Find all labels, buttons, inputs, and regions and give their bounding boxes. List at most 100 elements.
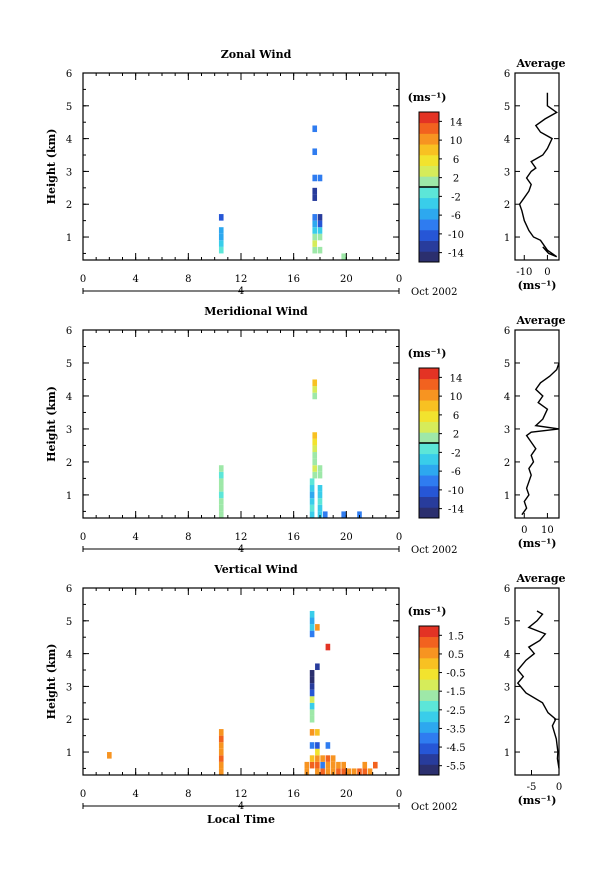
heatmap-cell xyxy=(317,498,323,505)
heatmap-cell xyxy=(325,755,331,762)
heatmap-cell xyxy=(341,768,347,775)
heatmap-cell xyxy=(309,498,315,505)
colorbar-tick-label: -5.5 xyxy=(446,762,465,773)
average-title: Average xyxy=(515,57,565,70)
heatmap-cell xyxy=(330,755,336,762)
heatmap-cell xyxy=(336,768,341,775)
colorbar-tick-label: 0.5 xyxy=(448,650,464,661)
colorbar-tick-label: 10 xyxy=(450,392,463,403)
heatmap-cell xyxy=(312,227,318,234)
heatmap-cell xyxy=(312,386,318,393)
heatmap-cell xyxy=(309,702,315,710)
heatmap-cell xyxy=(309,696,315,703)
colorbar-tick-label: -14 xyxy=(448,505,464,516)
colorbar-segment xyxy=(419,647,439,659)
heatmap-cell xyxy=(312,438,318,446)
heatmap-cell xyxy=(312,148,318,156)
heatmap-cell xyxy=(309,617,315,625)
y-tick-label: 4 xyxy=(66,650,72,661)
average-x-label: (ms⁻¹) xyxy=(518,537,557,550)
colorbar-segment xyxy=(419,251,439,263)
colorbar-tick-label: -2 xyxy=(451,192,461,203)
colorbar-segment xyxy=(419,208,439,220)
heatmap-cell xyxy=(309,755,315,762)
y-tick-label: 5 xyxy=(66,359,72,370)
heatmap-cell xyxy=(317,491,323,499)
colorbar-tick-label: 10 xyxy=(450,136,463,147)
heatmap-cell xyxy=(341,761,347,769)
average-profile-line xyxy=(518,92,559,258)
heatmap-cell xyxy=(315,729,320,736)
colorbar-segment xyxy=(419,229,439,241)
heatmap-cell xyxy=(320,761,325,769)
heatmap-cell xyxy=(312,125,318,133)
heatmap-cell xyxy=(315,742,320,749)
colorbar-segment xyxy=(419,197,439,209)
heatmap-cell xyxy=(315,761,320,769)
colorbar-tick-label: -2 xyxy=(451,448,461,459)
heatmap-cell xyxy=(315,748,320,756)
colorbar-segment xyxy=(419,122,439,134)
heatmap-cell xyxy=(320,755,325,762)
heatmap-cell xyxy=(218,233,224,241)
y-tick-label: 5 xyxy=(66,102,72,113)
x-tick-label: 0 xyxy=(80,532,86,543)
heatmap-cell xyxy=(304,761,310,769)
x-tick-label: 20 xyxy=(340,532,353,543)
date-day-label: 4 xyxy=(238,544,244,555)
colorbar-tick-label: 6 xyxy=(453,155,459,166)
heatmap-cell xyxy=(218,742,224,749)
average-title: Average xyxy=(515,572,565,585)
heatmap-cell xyxy=(315,755,320,762)
colorbar-segment xyxy=(419,626,439,638)
average-y-tick-label: 6 xyxy=(504,326,510,337)
colorbar-tick-label: -10 xyxy=(448,486,464,497)
x-tick-label: 4 xyxy=(132,274,138,285)
average-x-tick-label: -5 xyxy=(527,782,537,793)
y-axis-label: Height (km) xyxy=(45,129,58,205)
colorbar-segment xyxy=(419,378,439,390)
date-suffix-label: Oct 2002 xyxy=(411,802,457,813)
heatmap-cell xyxy=(317,471,323,479)
colorbar-tick-label: -6 xyxy=(451,211,461,222)
plot-frame xyxy=(82,72,400,261)
heatmap-cell xyxy=(325,643,331,651)
average-y-tick-label: 2 xyxy=(504,458,510,469)
colorbar-segment xyxy=(419,368,439,380)
heatmap-cell xyxy=(218,485,224,492)
average-frame xyxy=(514,329,560,519)
y-axis-label: Height (km) xyxy=(45,386,58,462)
heatmap-cell xyxy=(309,683,315,690)
colorbar-segment xyxy=(419,400,439,412)
average-y-tick-label: 2 xyxy=(504,200,510,211)
average-y-tick-label: 3 xyxy=(504,682,510,693)
x-tick-label: 4 xyxy=(132,789,138,800)
heatmap-cell xyxy=(372,761,378,769)
heatmap-cell xyxy=(312,240,318,247)
heatmap-cell xyxy=(367,768,373,775)
y-tick-label: 1 xyxy=(66,748,72,759)
colorbar-tick-label: 6 xyxy=(453,411,459,422)
y-tick-label: 2 xyxy=(66,458,72,469)
colorbar-segment xyxy=(419,721,439,733)
average-y-tick-label: 5 xyxy=(504,102,510,113)
x-tick-label: 12 xyxy=(235,274,248,285)
colorbar-tick-label: -3.5 xyxy=(446,724,465,735)
average-y-tick-label: 1 xyxy=(504,233,510,244)
x-tick-label: 12 xyxy=(235,532,248,543)
heatmap-cell xyxy=(309,485,315,492)
heatmap-cell xyxy=(312,220,318,228)
y-tick-label: 2 xyxy=(66,200,72,211)
y-tick-label: 4 xyxy=(66,135,72,146)
plot-frame xyxy=(82,329,400,519)
colorbar-segment xyxy=(419,453,439,465)
average-y-tick-label: 5 xyxy=(504,617,510,628)
colorbar-tick-label: -4.5 xyxy=(446,743,465,754)
heatmap-cell xyxy=(312,432,318,439)
colorbar-segment xyxy=(419,636,439,648)
heatmap-cell xyxy=(322,511,328,518)
colorbar-unit: (ms⁻¹) xyxy=(408,347,447,360)
heatmap-cell xyxy=(218,478,224,486)
y-tick-label: 1 xyxy=(66,233,72,244)
heatmap-cell xyxy=(218,491,224,499)
